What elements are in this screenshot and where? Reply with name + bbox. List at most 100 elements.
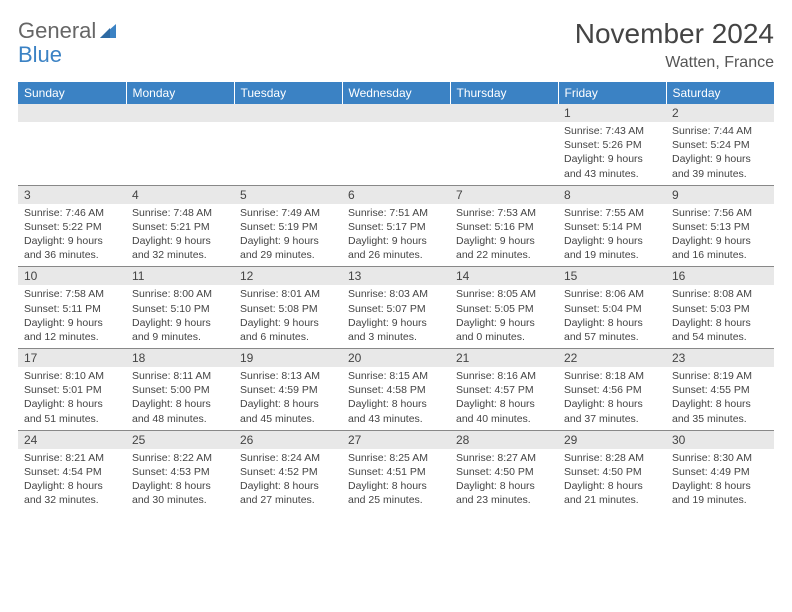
sunset-text: Sunset: 4:50 PM (564, 465, 660, 479)
day-body: Sunrise: 8:24 AMSunset: 4:52 PMDaylight:… (234, 449, 342, 512)
sunset-text: Sunset: 5:11 PM (24, 302, 120, 316)
calendar-day-cell: 2Sunrise: 7:44 AMSunset: 5:24 PMDaylight… (666, 104, 774, 185)
weekday-sunday: Sunday (18, 82, 126, 104)
daylight2-text: and 19 minutes. (672, 493, 768, 507)
daylight1-text: Daylight: 9 hours (240, 234, 336, 248)
page-title: November 2024 (575, 18, 774, 50)
day-body: Sunrise: 8:08 AMSunset: 5:03 PMDaylight:… (666, 285, 774, 348)
weekday-tuesday: Tuesday (234, 82, 342, 104)
calendar-day-cell (234, 104, 342, 185)
sunset-text: Sunset: 5:01 PM (24, 383, 120, 397)
daylight1-text: Daylight: 9 hours (672, 234, 768, 248)
sunrise-text: Sunrise: 8:13 AM (240, 369, 336, 383)
day-number (18, 104, 126, 122)
calendar-day-cell: 14Sunrise: 8:05 AMSunset: 5:05 PMDayligh… (450, 267, 558, 349)
weekday-thursday: Thursday (450, 82, 558, 104)
daylight2-text: and 43 minutes. (348, 412, 444, 426)
sunrise-text: Sunrise: 8:06 AM (564, 287, 660, 301)
daylight2-text: and 22 minutes. (456, 248, 552, 262)
daylight2-text: and 29 minutes. (240, 248, 336, 262)
calendar-day-cell: 7Sunrise: 7:53 AMSunset: 5:16 PMDaylight… (450, 185, 558, 267)
daylight1-text: Daylight: 8 hours (564, 316, 660, 330)
daylight1-text: Daylight: 8 hours (240, 479, 336, 493)
calendar-day-cell: 5Sunrise: 7:49 AMSunset: 5:19 PMDaylight… (234, 185, 342, 267)
daylight2-text: and 26 minutes. (348, 248, 444, 262)
sunrise-text: Sunrise: 7:46 AM (24, 206, 120, 220)
day-number: 26 (234, 431, 342, 449)
day-number: 28 (450, 431, 558, 449)
calendar-week-row: 17Sunrise: 8:10 AMSunset: 5:01 PMDayligh… (18, 349, 774, 431)
day-body: Sunrise: 7:56 AMSunset: 5:13 PMDaylight:… (666, 204, 774, 267)
calendar-day-cell: 19Sunrise: 8:13 AMSunset: 4:59 PMDayligh… (234, 349, 342, 431)
sunrise-text: Sunrise: 8:16 AM (456, 369, 552, 383)
sunset-text: Sunset: 4:57 PM (456, 383, 552, 397)
daylight1-text: Daylight: 8 hours (456, 479, 552, 493)
calendar-day-cell: 4Sunrise: 7:48 AMSunset: 5:21 PMDaylight… (126, 185, 234, 267)
sunrise-text: Sunrise: 8:08 AM (672, 287, 768, 301)
location-label: Watten, France (575, 54, 774, 72)
day-body: Sunrise: 8:03 AMSunset: 5:07 PMDaylight:… (342, 285, 450, 348)
daylight2-text: and 45 minutes. (240, 412, 336, 426)
sunset-text: Sunset: 5:16 PM (456, 220, 552, 234)
day-number (234, 104, 342, 122)
sunset-text: Sunset: 5:17 PM (348, 220, 444, 234)
day-number: 24 (18, 431, 126, 449)
day-body: Sunrise: 7:49 AMSunset: 5:19 PMDaylight:… (234, 204, 342, 267)
day-number: 22 (558, 349, 666, 367)
sunrise-text: Sunrise: 7:56 AM (672, 206, 768, 220)
sunrise-text: Sunrise: 7:53 AM (456, 206, 552, 220)
day-number: 10 (18, 267, 126, 285)
day-number: 14 (450, 267, 558, 285)
day-number: 9 (666, 186, 774, 204)
day-body (342, 122, 450, 180)
daylight2-text: and 37 minutes. (564, 412, 660, 426)
calendar-day-cell: 15Sunrise: 8:06 AMSunset: 5:04 PMDayligh… (558, 267, 666, 349)
daylight1-text: Daylight: 8 hours (672, 397, 768, 411)
sunset-text: Sunset: 5:26 PM (564, 138, 660, 152)
daylight1-text: Daylight: 8 hours (24, 479, 120, 493)
day-number: 21 (450, 349, 558, 367)
daylight1-text: Daylight: 9 hours (132, 234, 228, 248)
day-number: 3 (18, 186, 126, 204)
sunrise-text: Sunrise: 8:10 AM (24, 369, 120, 383)
sunrise-text: Sunrise: 8:00 AM (132, 287, 228, 301)
day-body: Sunrise: 7:43 AMSunset: 5:26 PMDaylight:… (558, 122, 666, 185)
calendar-week-row: 1Sunrise: 7:43 AMSunset: 5:26 PMDaylight… (18, 104, 774, 185)
daylight1-text: Daylight: 8 hours (564, 479, 660, 493)
sunrise-text: Sunrise: 8:21 AM (24, 451, 120, 465)
weekday-header-row: Sunday Monday Tuesday Wednesday Thursday… (18, 82, 774, 104)
day-number: 29 (558, 431, 666, 449)
day-body: Sunrise: 7:58 AMSunset: 5:11 PMDaylight:… (18, 285, 126, 348)
calendar-day-cell: 17Sunrise: 8:10 AMSunset: 5:01 PMDayligh… (18, 349, 126, 431)
daylight2-text: and 12 minutes. (24, 330, 120, 344)
daylight1-text: Daylight: 9 hours (24, 316, 120, 330)
daylight2-text: and 27 minutes. (240, 493, 336, 507)
day-number: 2 (666, 104, 774, 122)
sunset-text: Sunset: 4:56 PM (564, 383, 660, 397)
calendar-day-cell: 26Sunrise: 8:24 AMSunset: 4:52 PMDayligh… (234, 430, 342, 511)
day-number: 8 (558, 186, 666, 204)
calendar-day-cell: 23Sunrise: 8:19 AMSunset: 4:55 PMDayligh… (666, 349, 774, 431)
daylight1-text: Daylight: 9 hours (348, 316, 444, 330)
sunset-text: Sunset: 5:00 PM (132, 383, 228, 397)
day-body: Sunrise: 8:10 AMSunset: 5:01 PMDaylight:… (18, 367, 126, 430)
day-body: Sunrise: 8:28 AMSunset: 4:50 PMDaylight:… (558, 449, 666, 512)
day-body: Sunrise: 8:06 AMSunset: 5:04 PMDaylight:… (558, 285, 666, 348)
daylight2-text: and 51 minutes. (24, 412, 120, 426)
day-body: Sunrise: 8:22 AMSunset: 4:53 PMDaylight:… (126, 449, 234, 512)
sunrise-text: Sunrise: 8:03 AM (348, 287, 444, 301)
title-block: November 2024 Watten, France (575, 18, 774, 72)
daylight1-text: Daylight: 9 hours (348, 234, 444, 248)
day-number (342, 104, 450, 122)
day-body (126, 122, 234, 180)
day-number: 23 (666, 349, 774, 367)
daylight2-text: and 43 minutes. (564, 167, 660, 181)
sunrise-text: Sunrise: 8:05 AM (456, 287, 552, 301)
day-number: 1 (558, 104, 666, 122)
day-body: Sunrise: 8:25 AMSunset: 4:51 PMDaylight:… (342, 449, 450, 512)
day-number: 4 (126, 186, 234, 204)
daylight2-text: and 30 minutes. (132, 493, 228, 507)
calendar-day-cell: 3Sunrise: 7:46 AMSunset: 5:22 PMDaylight… (18, 185, 126, 267)
sunset-text: Sunset: 5:19 PM (240, 220, 336, 234)
day-number: 6 (342, 186, 450, 204)
